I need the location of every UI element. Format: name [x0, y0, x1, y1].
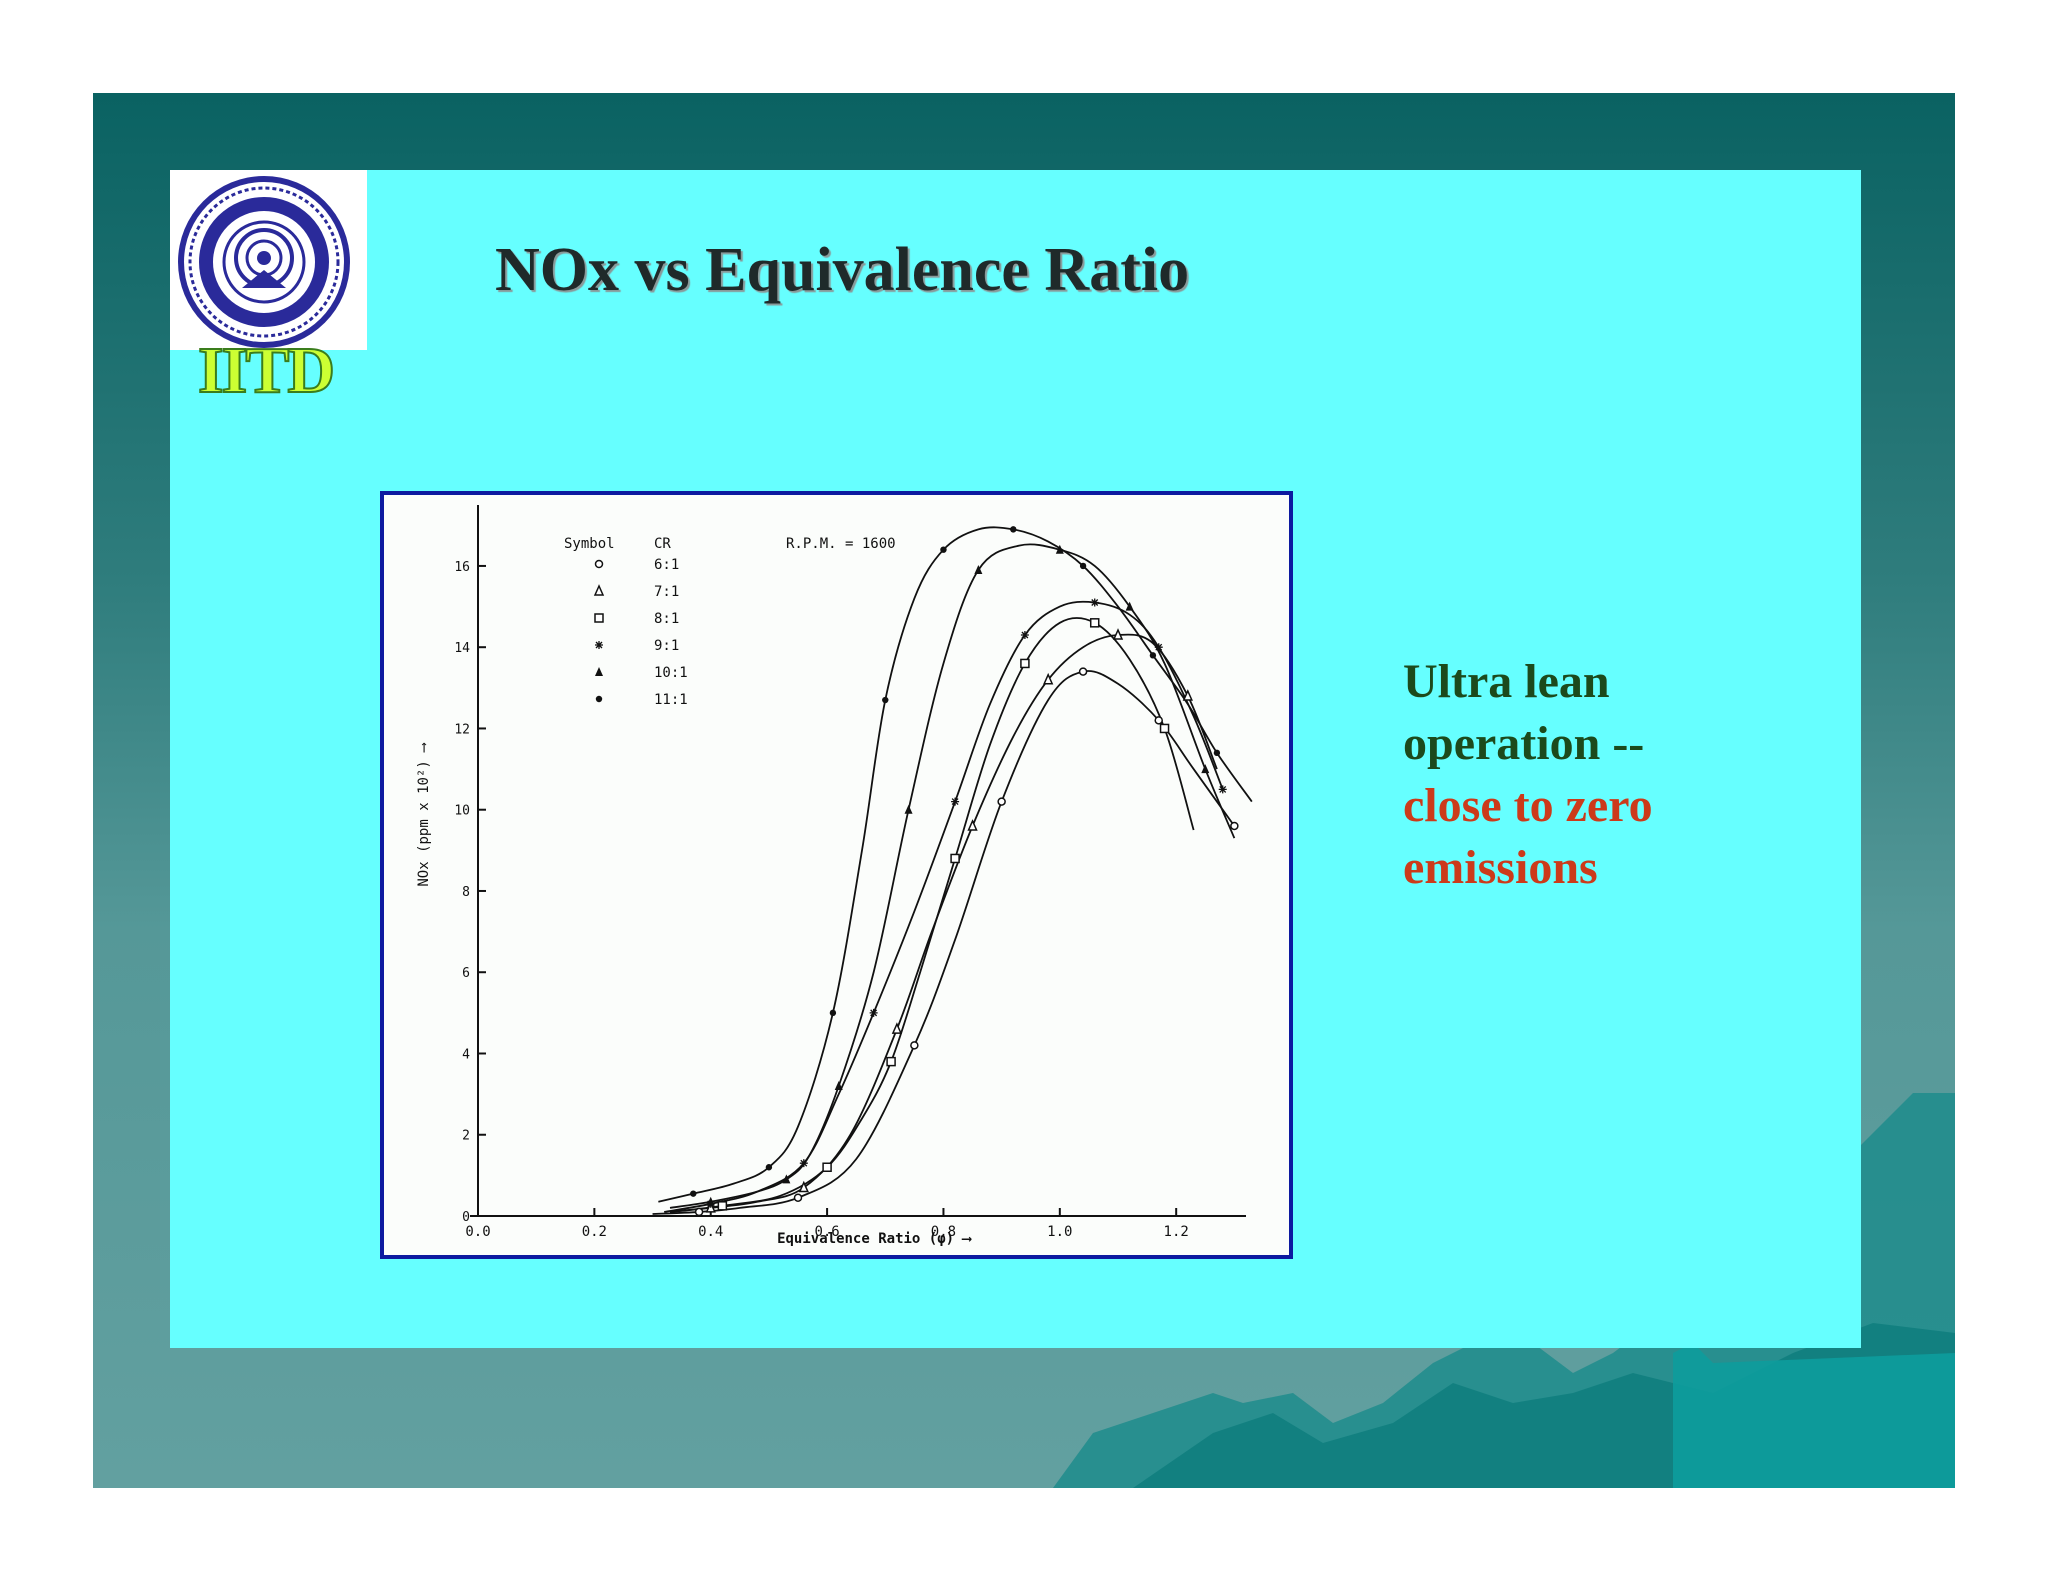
side-note-line-1: Ultra lean [1403, 655, 1610, 708]
data-point-7-1 [1043, 672, 1054, 685]
content-panel: IITD NOx vs Equivalence Ratio 0.0 0.2 0.4 0… [170, 170, 1861, 1348]
logo-text: IITD [197, 334, 336, 407]
data-point-8-1 [1159, 723, 1170, 734]
x-tick-label: 0.6 [814, 1224, 839, 1240]
data-point-11-1 [882, 696, 889, 704]
data-point-11-1 [690, 1190, 697, 1197]
legend-symbol [594, 559, 604, 569]
x-tick-label: 0.0 [465, 1224, 490, 1240]
iitd-seal-logo [170, 170, 367, 350]
data-point-6-1 [910, 1041, 919, 1050]
data-point-6-1 [694, 1207, 704, 1217]
data-point-7-1 [891, 1022, 903, 1034]
data-point-7-1 [1112, 628, 1124, 640]
data-point-11-1 [829, 1009, 837, 1017]
data-point-10-1 [1201, 764, 1210, 774]
legend-label: 6:1 [654, 557, 679, 573]
y-tick-label: 14 [454, 641, 470, 656]
data-point-9-1 [951, 797, 960, 806]
x-tick-label: 0.8 [931, 1224, 956, 1240]
data-point-7-1 [1182, 689, 1193, 701]
legend-header-symbol: Symbol [564, 536, 615, 552]
x-tick-label: 1.2 [1164, 1224, 1189, 1240]
side-note-line-3: close to zero [1403, 779, 1653, 832]
legend-symbol [593, 584, 605, 596]
data-point-10-1 [1125, 601, 1134, 611]
y-tick-label: 6 [462, 966, 470, 981]
x-tick-label: 0.4 [698, 1224, 723, 1240]
data-point-9-1 [799, 1159, 808, 1168]
data-point-11-1 [940, 546, 947, 553]
data-point-8-1 [822, 1162, 832, 1172]
legend-symbol [595, 695, 603, 703]
y-tick-label: 4 [462, 1047, 470, 1062]
side-note: Ultra lean operation -- close to zero em… [1403, 651, 1653, 899]
side-note-line-4: emissions [1403, 841, 1598, 894]
legend-label: 7:1 [654, 584, 679, 600]
series-line-7-1 [669, 633, 1218, 1213]
series-line-8-1 [669, 617, 1195, 1213]
legend-label: 11:1 [654, 692, 688, 708]
series-line-6-1 [652, 670, 1236, 1215]
data-point-10-1 [904, 804, 913, 814]
data-point-9-1 [1090, 598, 1099, 607]
series-line-11-1 [658, 526, 1253, 1203]
data-point-10-1 [974, 565, 983, 575]
data-point-8-1 [1089, 618, 1100, 628]
x-tick-label: 1.0 [1047, 1224, 1072, 1240]
nox-chart: 0.0 0.2 0.4 0.6 0.8 1.0 1.2 0 2 4 6 8 10 12 14 16 Symb… [416, 505, 1253, 1247]
y-tick-label: 10 [454, 804, 470, 819]
legend-symbol [595, 641, 603, 649]
data-point-9-1 [1020, 631, 1029, 640]
data-point-8-1 [717, 1201, 728, 1211]
data-point-8-1 [1020, 658, 1030, 669]
x-axis-label: Equivalence Ratio (φ) ⟶ [777, 1231, 972, 1247]
data-point-8-1 [886, 1056, 896, 1067]
data-point-10-1 [834, 1080, 843, 1090]
data-point-10-1 [1055, 544, 1064, 554]
data-point-6-1 [1078, 667, 1088, 676]
side-note-line-2: operation -- [1403, 717, 1645, 770]
slide-background: IITD NOx vs Equivalence Ratio 0.0 0.2 0.4 0… [93, 93, 1955, 1488]
data-point-9-1 [869, 1008, 878, 1017]
y-tick-label: 16 [454, 560, 470, 575]
legend-label: 10:1 [654, 665, 688, 681]
legend-label: 8:1 [654, 611, 679, 627]
legend-label: 9:1 [654, 638, 679, 654]
series-line-9-1 [664, 600, 1224, 1213]
data-point-6-1 [1154, 716, 1163, 725]
data-point-6-1 [997, 797, 1006, 806]
data-point-11-1 [1079, 562, 1087, 570]
data-point-6-1 [793, 1193, 803, 1202]
legend-symbol [594, 613, 604, 623]
data-point-10-1 [782, 1174, 791, 1184]
data-point-7-1 [798, 1180, 809, 1193]
legend-header-cr: CR [654, 536, 671, 552]
y-tick-label: 0 [462, 1210, 470, 1225]
data-point-6-1 [1230, 821, 1239, 831]
chart-frame: 0.0 0.2 0.4 0.6 0.8 1.0 1.2 0 2 4 6 8 10 12 14 16 Symb… [380, 491, 1293, 1259]
data-point-10-1 [706, 1196, 715, 1206]
data-point-11-1 [1149, 652, 1157, 659]
y-axis-label: NOx (ppm x 10²) ⟶ [416, 742, 432, 887]
slide-title: NOx vs Equivalence Ratio [495, 236, 1190, 304]
data-point-7-1 [967, 819, 978, 831]
data-point-8-1 [950, 853, 960, 864]
y-tick-label: 2 [462, 1129, 470, 1144]
data-point-11-1 [765, 1164, 773, 1171]
chart-axes [470, 505, 1246, 1217]
annotation-rpm: R.P.M. = 1600 [786, 536, 896, 552]
x-tick-label: 0.2 [582, 1224, 607, 1240]
data-point-11-1 [1213, 749, 1221, 757]
mountain-decoration [1053, 1093, 1955, 1488]
data-point-9-1 [1154, 643, 1163, 652]
data-point-11-1 [1010, 526, 1017, 533]
y-tick-label: 12 [454, 722, 470, 737]
y-tick-label: 8 [462, 885, 470, 900]
legend-symbol [595, 667, 603, 676]
data-point-9-1 [1218, 785, 1227, 794]
